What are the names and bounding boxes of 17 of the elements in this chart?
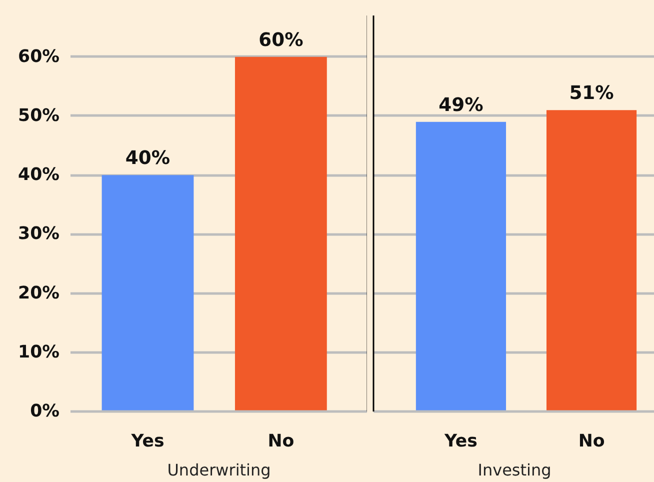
x-tick-label: Yes <box>130 432 164 452</box>
data-label: 51% <box>569 83 614 104</box>
y-tick-label: 30% <box>18 224 60 244</box>
y-tick-label: 40% <box>18 165 60 186</box>
data-label: 40% <box>125 148 170 170</box>
x-tick-label: No <box>268 432 294 452</box>
y-tick-label: 20% <box>18 283 60 304</box>
y-tick-label: 50% <box>18 106 60 126</box>
data-label: 60% <box>258 30 304 51</box>
y-tick-label: 10% <box>18 342 60 362</box>
x-tick-label: Yes <box>443 432 478 452</box>
x-axis-title: Underwriting <box>167 460 271 480</box>
data-label: 49% <box>438 94 484 116</box>
y-tick-label: 60% <box>18 46 60 67</box>
x-tick-label: No <box>578 432 605 452</box>
y-tick-label: 0% <box>30 402 60 422</box>
x-axis-title: Investing <box>478 460 552 480</box>
